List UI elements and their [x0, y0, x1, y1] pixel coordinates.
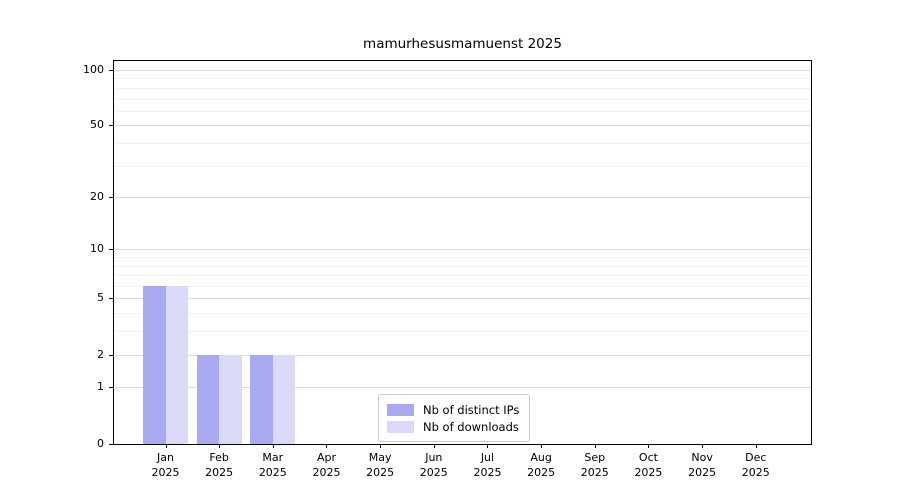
x-tick-year: 2025 [634, 466, 663, 479]
x-tick-month: Dec [745, 451, 767, 464]
x-tick-month: Apr [316, 451, 336, 464]
x-tick-month: Jan [157, 451, 174, 464]
legend-label-downloads: Nb of downloads [423, 419, 519, 434]
x-tick-year: 2025 [473, 466, 502, 479]
y-tick-label: 0 [97, 436, 104, 450]
major-gridline [114, 298, 811, 300]
major-gridline [114, 249, 811, 251]
x-tick-month: Feb [209, 451, 229, 464]
y-tick-label: 2 [97, 347, 104, 361]
x-tick-label: May 2025 [348, 450, 412, 480]
minor-gridline [114, 275, 811, 277]
x-tick-label: Dec 2025 [724, 450, 788, 480]
minor-gridline [114, 257, 811, 259]
x-tick-mark [487, 444, 489, 448]
x-tick-month: Jun [425, 451, 443, 464]
minor-gridline [114, 142, 811, 144]
minor-gridline [114, 265, 811, 267]
y-tick-mark [109, 70, 114, 71]
minor-gridline [114, 98, 811, 100]
x-tick-mark [433, 444, 435, 448]
y-tick-label: 50 [90, 118, 104, 132]
x-tick-year: 2025 [151, 466, 180, 479]
legend-swatch-downloads [387, 420, 414, 433]
legend-label-distinct-ips: Nb of distinct IPs [423, 402, 520, 417]
x-tick-label: Aug 2025 [509, 450, 573, 480]
bar-downloads [219, 354, 242, 444]
x-tick-mark [541, 444, 543, 448]
x-tick-mark [648, 444, 650, 448]
y-tick-mark [109, 249, 114, 251]
minor-gridline [114, 165, 811, 167]
bar-downloads [272, 354, 296, 444]
bar-distinct-ips [196, 354, 220, 444]
minor-gridline [114, 331, 811, 333]
y-tick-mark [109, 354, 114, 356]
y-tick-mark [109, 197, 114, 199]
x-tick-year: 2025 [741, 466, 770, 479]
y-tick-mark [109, 387, 114, 389]
x-tick-year: 2025 [688, 466, 717, 479]
y-tick-label: 20 [90, 190, 104, 204]
x-tick-year: 2025 [527, 466, 556, 479]
x-tick-label: Nov 2025 [670, 450, 734, 480]
legend-row-downloads: Nb of downloads [387, 418, 519, 435]
major-gridline [114, 125, 811, 127]
bar-downloads [165, 286, 188, 444]
x-tick-mark [594, 444, 596, 448]
y-tick-label: 5 [97, 291, 104, 305]
x-tick-year: 2025 [419, 466, 448, 479]
legend-swatch-distinct-ips [387, 403, 414, 416]
x-tick-label: Oct 2025 [616, 450, 680, 480]
y-tick-label: 100 [83, 63, 104, 76]
x-tick-mark [272, 444, 274, 448]
x-tick-month: May [368, 451, 392, 464]
chart-title: mamurhesusmamuenst 2025 [363, 36, 562, 52]
x-tick-month: Nov [691, 451, 713, 464]
x-tick-month: Sep [584, 451, 606, 464]
x-tick-label: Mar 2025 [241, 450, 305, 480]
minor-gridline [114, 78, 811, 80]
major-gridline [114, 354, 811, 356]
minor-gridline [114, 286, 811, 288]
x-tick-mark [380, 444, 382, 448]
x-tick-year: 2025 [312, 466, 341, 479]
bar-distinct-ips [250, 354, 273, 444]
x-tick-mark [702, 444, 704, 448]
y-tick-label: 1 [97, 380, 104, 394]
x-tick-label: Feb 2025 [187, 450, 251, 480]
x-tick-year: 2025 [258, 466, 287, 479]
minor-gridline [114, 110, 811, 112]
bar-distinct-ips [143, 286, 166, 444]
y-tick-mark [109, 443, 114, 445]
x-tick-mark [326, 444, 328, 448]
x-tick-month: Mar [262, 451, 284, 464]
x-tick-mark [755, 444, 757, 448]
x-tick-label: Apr 2025 [294, 450, 358, 480]
x-tick-label: Jun 2025 [402, 450, 466, 480]
y-tick-mark [109, 125, 114, 127]
major-gridline [114, 387, 811, 389]
x-tick-label: Jan 2025 [134, 450, 198, 480]
minor-gridline [114, 87, 811, 89]
x-tick-year: 2025 [205, 466, 234, 479]
x-tick-mark [219, 444, 221, 448]
y-tick-mark [109, 298, 114, 300]
plot-area [113, 60, 812, 445]
x-tick-month: Aug [530, 451, 552, 464]
legend: Nb of distinct IPs Nb of downloads [378, 394, 531, 442]
x-tick-label: Jul 2025 [455, 450, 519, 480]
x-tick-mark [165, 444, 167, 448]
major-gridline [114, 70, 811, 71]
legend-row-distinct-ips: Nb of distinct IPs [387, 401, 519, 418]
y-tick-label: 10 [90, 242, 104, 256]
x-tick-year: 2025 [366, 466, 395, 479]
x-tick-year: 2025 [580, 466, 609, 479]
x-tick-month: Jul [480, 451, 495, 464]
x-tick-label: Sep 2025 [563, 450, 627, 480]
x-tick-month: Oct [638, 451, 658, 464]
major-gridline [114, 197, 811, 199]
minor-gridline [114, 313, 811, 315]
